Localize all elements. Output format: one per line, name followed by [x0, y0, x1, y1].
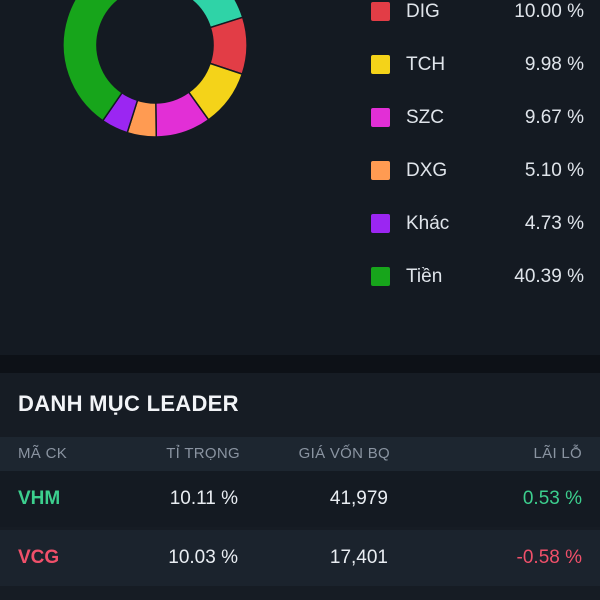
legend-item: SZC 9.67 %: [368, 106, 584, 130]
legend-item: Khác 4.73 %: [368, 212, 584, 236]
legend-label: Khác: [406, 213, 450, 234]
allocation-donut-chart: [62, 0, 248, 138]
legend-swatch: [371, 108, 390, 127]
column-header-ticker[interactable]: MÃ CK: [18, 445, 68, 462]
table-header: MÃ CK TỈ TRỌNG GIÁ VỐN BQ LÃI LỖ: [0, 437, 600, 471]
legend-label: DIG: [406, 1, 440, 22]
legend-label: Tiền: [406, 266, 443, 287]
column-header-pnl[interactable]: LÃI LỖ: [533, 445, 582, 462]
avg-price-cell: 17,401: [329, 547, 388, 568]
chart-legend: DIG 10.00 % TCH 9.98 % SZC 9.67 % DXG 5.…: [368, 0, 600, 300]
legend-label: DXG: [406, 160, 448, 181]
legend-swatch: [371, 214, 390, 233]
legend-swatch: [371, 2, 390, 21]
section-divider: [0, 355, 600, 373]
legend-value: 10.00 %: [514, 1, 584, 22]
table-row[interactable]: VCG 10.03 % 17,401 -0.58 %: [0, 530, 600, 586]
legend-value: 9.67 %: [524, 107, 584, 128]
ticker-cell[interactable]: VHM: [18, 488, 61, 509]
legend-value: 5.10 %: [524, 160, 584, 181]
pnl-cell: 0.53 %: [522, 488, 582, 509]
legend-value: 40.39 %: [514, 266, 584, 287]
section-title: DANH MỤC LEADER: [18, 391, 239, 416]
legend-item: TCH 9.98 %: [368, 53, 584, 77]
legend-item: DIG 10.00 %: [368, 0, 584, 24]
legend-value: 9.98 %: [524, 54, 584, 75]
column-header-weight[interactable]: TỈ TRỌNG: [166, 445, 240, 462]
table-row[interactable]: VHM 10.11 % 41,979 0.53 %: [0, 471, 600, 527]
legend-item: DXG 5.10 %: [368, 159, 584, 183]
legend-swatch: [371, 55, 390, 74]
legend-value: 4.73 %: [524, 213, 584, 234]
legend-swatch: [371, 161, 390, 180]
legend-swatch: [371, 267, 390, 286]
allocation-panel: DIG 10.00 % TCH 9.98 % SZC 9.67 % DXG 5.…: [62, 0, 600, 300]
legend-label: SZC: [406, 107, 444, 128]
legend-label: TCH: [406, 54, 446, 75]
legend-item: Tiền 40.39 %: [368, 265, 584, 289]
donut-slice-tiền: [62, 0, 124, 122]
weight-cell: 10.11 %: [169, 488, 238, 509]
pnl-cell: -0.58 %: [516, 547, 582, 568]
avg-price-cell: 41,979: [329, 488, 388, 509]
column-header-avg-price[interactable]: GIÁ VỐN BQ: [298, 445, 390, 462]
leader-portfolio-section: DANH MỤC LEADER MÃ CK TỈ TRỌNG GIÁ VỐN B…: [0, 373, 600, 600]
ticker-cell[interactable]: VCG: [18, 547, 60, 568]
weight-cell: 10.03 %: [168, 547, 238, 568]
